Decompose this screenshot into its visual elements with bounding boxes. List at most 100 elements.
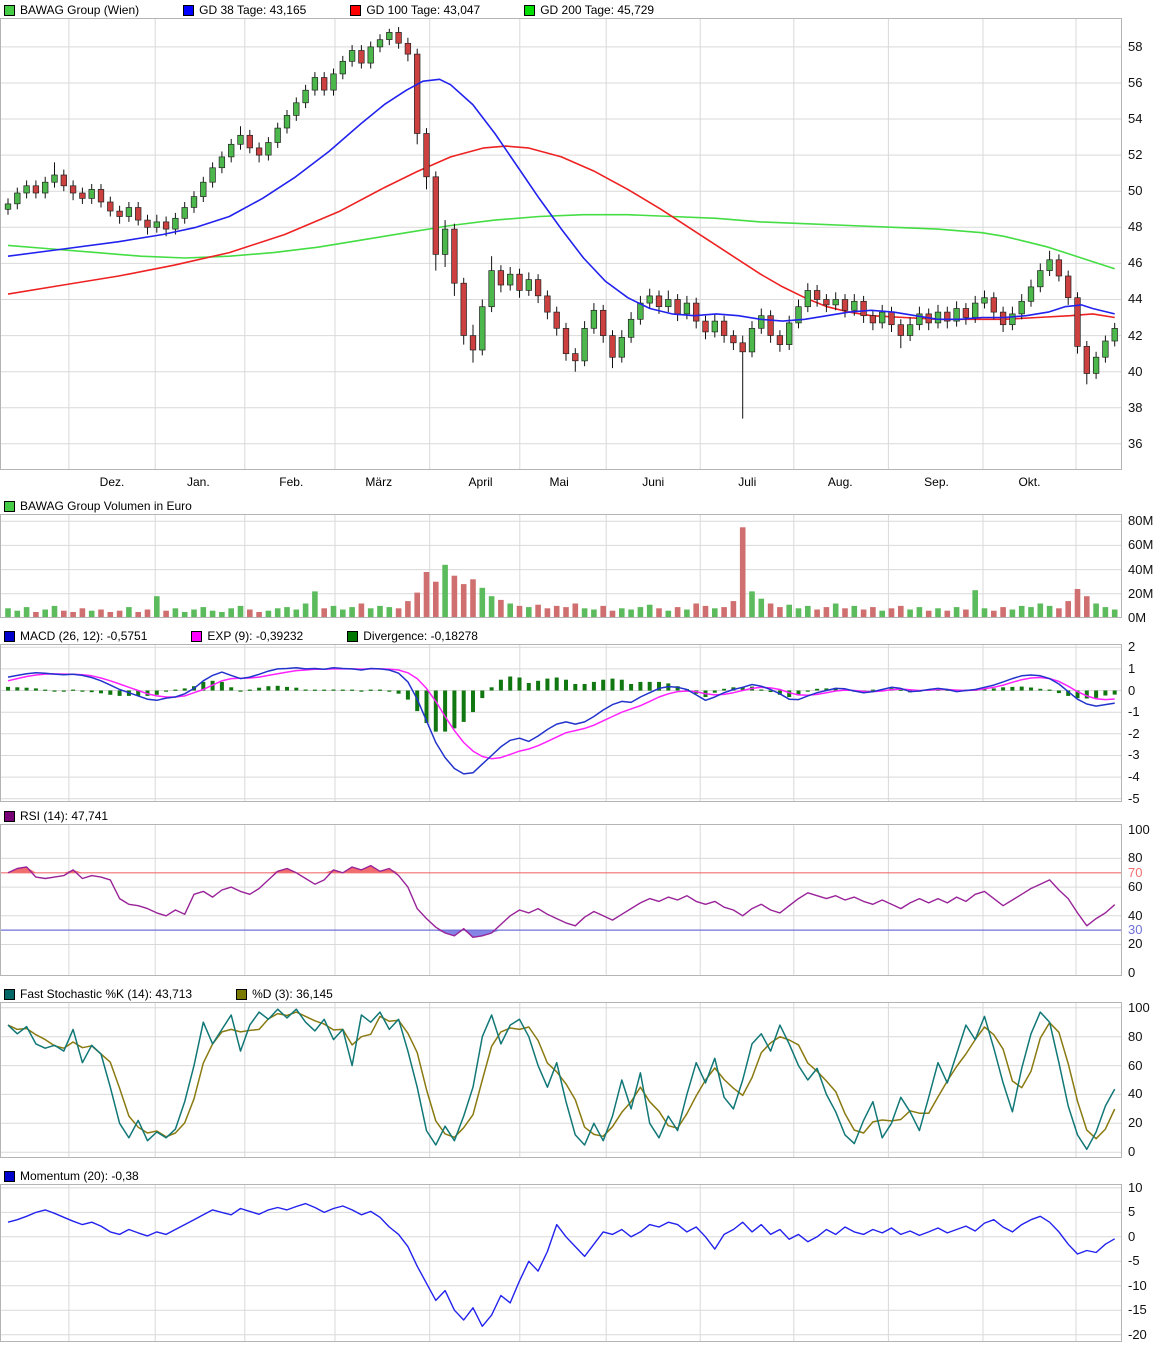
macd-legend: MACD (26, 12): -0,5751 EXP (9): -0,39232 D… — [0, 628, 1175, 644]
candle-body — [451, 228, 458, 284]
candle-body — [916, 313, 923, 326]
candle-body — [507, 273, 514, 286]
volume-bar — [972, 590, 978, 617]
month-label: Aug. — [827, 475, 853, 489]
candle-body — [823, 299, 830, 306]
legend-item: Momentum (20): -0,38 — [4, 1169, 139, 1183]
volume-bar — [823, 607, 830, 617]
macd-histogram-bar — [712, 690, 717, 693]
macd-histogram-bar — [638, 681, 643, 691]
macd-histogram-bar — [61, 690, 66, 692]
candle-body — [618, 337, 625, 358]
candle-body — [832, 299, 839, 306]
y-axis-tick-label: 46 — [1128, 255, 1143, 271]
y-axis-tick-label: 20 — [1128, 936, 1143, 952]
macd-histogram-bar — [266, 686, 271, 691]
volume-bar — [953, 607, 960, 617]
candle-body — [581, 328, 588, 362]
volume-bar — [23, 607, 30, 617]
candle-body — [107, 201, 114, 212]
macd-histogram-bar — [564, 679, 568, 691]
volume-bar — [730, 601, 737, 617]
volume-bar — [488, 596, 495, 617]
volume-bar — [507, 603, 513, 617]
candle-body — [97, 189, 105, 203]
volume-bar — [870, 607, 876, 617]
candle-body — [972, 302, 979, 318]
y-axis-tick-label: 80 — [1128, 850, 1143, 866]
candle-body — [237, 134, 244, 145]
legend-swatch-icon — [4, 500, 15, 512]
macd-histogram-bar — [15, 687, 20, 691]
macd-exp-line — [7, 668, 1115, 760]
y-axis-tick-label: 58 — [1128, 38, 1143, 54]
stochastic-plot: 100 80 60 40 20 0 — [0, 1000, 1150, 1159]
volume-bar — [665, 610, 672, 617]
candle-body — [246, 134, 253, 149]
candle-body — [4, 203, 12, 210]
candle-body — [534, 279, 542, 297]
month-label: Mai — [549, 475, 569, 489]
macd-histogram-bar — [796, 690, 801, 696]
macd-histogram-bar — [99, 690, 103, 694]
volume-bar — [237, 605, 244, 617]
candle-body — [674, 299, 681, 315]
volume-bar — [1074, 589, 1081, 617]
macd-histogram-bar — [982, 689, 987, 691]
candle-body — [404, 42, 412, 55]
month-label: Sep. — [924, 475, 949, 489]
candle-body — [116, 210, 123, 217]
candle-body — [786, 322, 793, 345]
candle-body — [1092, 356, 1100, 374]
y-axis-tick-label: 20 — [1128, 1115, 1143, 1131]
volume-bar — [991, 610, 997, 617]
candle-body — [702, 320, 709, 333]
volume-bar — [1037, 603, 1044, 617]
macd-histogram-bar — [545, 678, 550, 691]
y-axis-tick-label: 80M — [1128, 513, 1154, 529]
volume-bar — [284, 607, 290, 617]
candle-body — [1018, 300, 1025, 315]
volume-bar — [851, 605, 858, 617]
volume-bar — [1028, 607, 1034, 617]
volume-bar — [656, 608, 662, 617]
legend-swatch-icon — [191, 630, 203, 642]
volume-bar — [172, 608, 179, 617]
y-axis-tick-label: 100 — [1128, 999, 1150, 1015]
y-axis-tick-label: 0 — [1128, 682, 1136, 698]
legend-swatch-icon — [4, 1170, 15, 1182]
volume-bar — [563, 607, 569, 617]
volume-bar — [274, 608, 281, 617]
volume-bar — [228, 608, 234, 617]
rsi-legend: RSI (14): 47,741 — [0, 808, 1175, 824]
volume-bar — [544, 608, 551, 617]
legend-item: BAWAG Group (Wien) — [4, 3, 139, 17]
macd-histogram-bar — [740, 687, 745, 691]
volume-bar — [1111, 609, 1118, 617]
candle-body — [851, 300, 858, 311]
candle-body — [944, 311, 951, 322]
candle-body — [153, 221, 160, 228]
y-axis-tick-label: 100 — [1128, 821, 1150, 837]
macd-histogram-bar — [1019, 686, 1024, 691]
macd-histogram-bar — [238, 690, 243, 692]
volume-bar — [209, 610, 216, 617]
macd-histogram-bar — [647, 681, 652, 691]
legend-swatch-icon — [350, 4, 362, 16]
candle-body — [776, 335, 784, 345]
macd-histogram-bar — [219, 681, 224, 691]
macd-histogram-bar — [870, 689, 875, 691]
candle-body — [265, 142, 272, 156]
legend-item: EXP (9): -0,39232 — [191, 629, 303, 643]
legend-item: GD 200 Tage: 45,729 — [524, 3, 654, 17]
legend-label: EXP (9): -0,39232 — [207, 629, 304, 643]
volume-bar — [535, 604, 541, 617]
macd-histogram-bar — [1112, 690, 1117, 695]
volume-bar — [674, 607, 681, 617]
macd-panel: MACD (26, 12): -0,5751 EXP (9): -0,39232 D… — [0, 628, 1175, 806]
candle-body — [934, 311, 942, 324]
candle-body — [590, 309, 598, 329]
volume-bar — [116, 610, 123, 617]
price-plot: 58 56 54 52 50 48 46 44 42 40 38 36 — [0, 18, 1142, 470]
y-axis-tick-label: 42 — [1128, 327, 1143, 343]
